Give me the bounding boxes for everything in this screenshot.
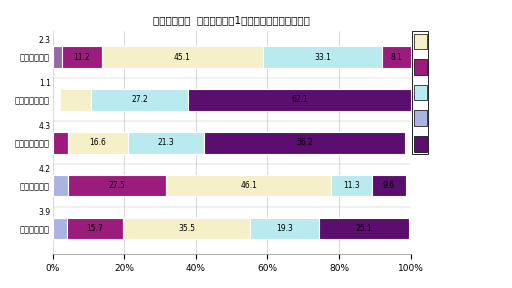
Bar <box>67 218 123 239</box>
Bar <box>372 175 406 196</box>
Text: 3.9: 3.9 <box>39 208 51 217</box>
Bar <box>53 175 68 196</box>
Text: 27.5: 27.5 <box>109 181 125 190</box>
Text: 33.1: 33.1 <box>314 52 331 62</box>
FancyBboxPatch shape <box>414 136 426 152</box>
Bar <box>188 89 411 111</box>
Bar <box>68 175 166 196</box>
FancyBboxPatch shape <box>414 34 426 49</box>
Bar <box>204 132 405 154</box>
Bar <box>53 46 62 68</box>
Text: 56.2: 56.2 <box>296 138 313 147</box>
Text: 62.1: 62.1 <box>291 95 308 105</box>
Bar <box>53 218 67 239</box>
Text: 11.2: 11.2 <box>73 52 90 62</box>
Bar <box>331 175 372 196</box>
Bar <box>123 218 250 239</box>
Text: 16.6: 16.6 <box>90 138 106 147</box>
Title: 第２－１５図  添乗業務時の1日当たりの平均労働時間: 第２－１５図 添乗業務時の1日当たりの平均労働時間 <box>153 15 310 25</box>
Text: 4.2: 4.2 <box>39 165 51 174</box>
Text: 15.7: 15.7 <box>87 224 103 233</box>
Text: 45.1: 45.1 <box>174 52 191 62</box>
Text: 11.3: 11.3 <box>343 181 360 190</box>
FancyBboxPatch shape <box>414 111 426 126</box>
Text: 46.1: 46.1 <box>240 181 257 190</box>
Text: 8.1: 8.1 <box>390 52 402 62</box>
Bar <box>91 89 188 111</box>
Bar <box>62 46 102 68</box>
Text: 19.3: 19.3 <box>276 224 293 233</box>
FancyBboxPatch shape <box>414 59 426 75</box>
Bar <box>166 175 331 196</box>
Text: 1.1: 1.1 <box>39 79 51 88</box>
Bar <box>263 46 381 68</box>
Bar <box>102 46 263 68</box>
Bar <box>127 132 204 154</box>
FancyBboxPatch shape <box>414 85 426 101</box>
Bar <box>59 89 91 111</box>
Text: 4.3: 4.3 <box>39 122 51 131</box>
Bar <box>381 46 411 68</box>
Text: 25.1: 25.1 <box>355 224 372 233</box>
Text: 35.5: 35.5 <box>178 224 195 233</box>
Bar <box>250 218 319 239</box>
Bar <box>319 218 409 239</box>
Bar <box>53 132 68 154</box>
Text: 2.3: 2.3 <box>39 37 51 46</box>
Text: 27.2: 27.2 <box>132 95 148 105</box>
Text: 9.6: 9.6 <box>382 181 395 190</box>
Bar <box>68 132 127 154</box>
Text: 21.3: 21.3 <box>157 138 174 147</box>
